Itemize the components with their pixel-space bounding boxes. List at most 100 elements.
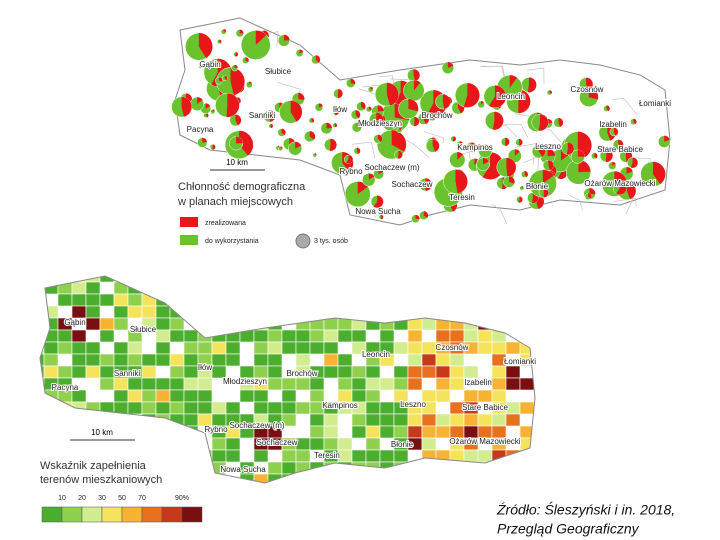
commune-fill [225,341,241,355]
commune-fill [253,281,269,295]
pie-wedge [219,39,222,44]
commune-fill [85,413,101,427]
commune-fill [449,353,465,367]
pie-wedge [538,144,546,157]
commune-fill [169,281,185,295]
commune-fill [197,461,213,475]
pie-wedge [408,98,419,112]
commune-fill [449,329,465,343]
commune-fill [155,413,171,427]
commune-fill [435,377,451,391]
commune-fill [295,437,311,451]
commune-fill [281,329,297,343]
commune-border [613,198,634,215]
place-label: Stare Babice [462,403,508,412]
commune-fill [85,317,101,331]
place-label: Sochaczew (m) [364,163,419,172]
pie-wedge [442,94,451,109]
place-label: Błonie [391,440,414,449]
commune-fill [338,486,352,498]
commune-fill [198,486,212,498]
pie-wedge [612,161,616,166]
commune-fill [197,377,213,391]
commune-fill [365,276,381,283]
pie-wedge [594,152,598,159]
commune-fill [85,341,101,355]
place-label: Czosnów [571,85,604,94]
commune-fill [211,341,227,355]
commune-fill [380,486,394,498]
pie-wedge [314,153,317,156]
commune-fill [449,293,465,307]
commune-fill [477,449,493,463]
commune-fill [366,486,380,498]
place-label: Łomianki [504,357,536,366]
commune-fill [169,473,185,483]
pie-wedge [337,89,343,99]
pie-wedge [326,122,333,129]
commune-fill [183,401,199,415]
legend-item: do wykorzystania [205,238,259,245]
pie-wedge [415,214,420,219]
commune-fill [309,413,325,427]
pie-wedge [413,69,420,82]
commune-fill [519,473,535,483]
commune-fill [183,473,199,483]
commune-fill [211,437,227,451]
commune-fill [267,305,283,319]
legend-tick: 10 [58,495,66,502]
commune-fill [407,341,423,355]
commune-fill [533,305,535,319]
commune-fill [113,341,129,355]
pie-wedge [548,119,553,124]
commune-fill [519,317,535,331]
legend-tick: 20 [78,495,86,502]
commune-fill [505,401,521,415]
commune-fill [435,276,451,283]
pie-wedge [380,214,384,220]
commune-fill [309,293,325,307]
commune-fill [197,401,213,415]
commune-fill [365,461,381,475]
pie-wedge [181,96,192,117]
commune-border [515,143,537,165]
pie-wedge [230,67,245,96]
commune-fill [421,437,437,451]
legend-swatch [41,506,63,523]
place-label: Iłów [333,105,347,114]
legend-title: terenów mieszkaniowych [40,474,162,486]
place-label: Kampinos [322,401,358,410]
commune-fill [421,353,437,367]
commune-fill [463,276,479,283]
commune-fill [463,293,479,307]
commune-fill [281,377,297,391]
pie-wedge [506,157,517,177]
commune-fill [548,306,562,318]
pie-wedge [299,49,304,54]
commune-fill [491,461,507,475]
commune-fill [491,389,507,403]
commune-fill [197,389,213,403]
commune-fill [43,413,59,427]
commune-fill [40,305,45,319]
place-label: Kampinos [457,143,493,152]
commune-fill [505,461,521,475]
commune-fill [407,305,423,319]
commune-fill [379,276,395,283]
commune-fill [239,389,255,403]
commune-fill [211,365,227,379]
commune-fill [393,425,409,439]
commune-fill [548,462,562,474]
commune-fill [379,353,395,367]
commune-fill [421,276,437,283]
commune-fill [435,353,451,367]
commune-fill [267,377,283,391]
place-label: Sochaczew [257,438,298,447]
commune-fill [309,425,325,439]
commune-fill [40,377,45,391]
commune-fill [43,437,59,451]
commune-fill [407,353,423,367]
commune-fill [337,377,353,391]
commune-fill [169,401,185,415]
commune-fill [267,461,283,475]
